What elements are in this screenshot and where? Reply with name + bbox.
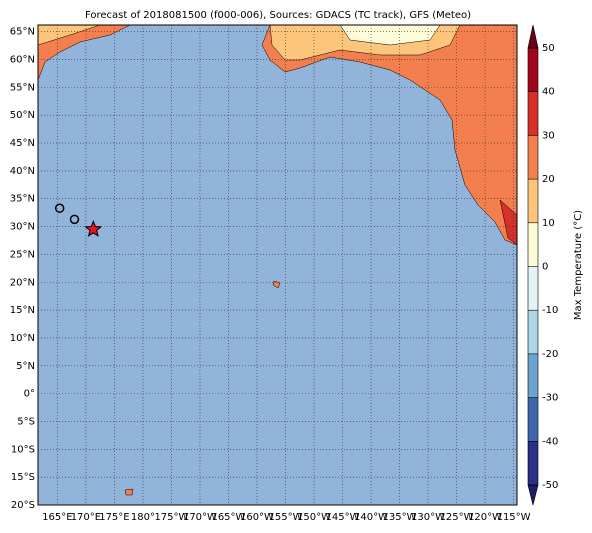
y-tick-label: 5°N <box>16 361 35 372</box>
y-tick-label: 30°N <box>10 222 35 233</box>
colorbar-tick-label: -50 <box>542 480 558 491</box>
track-current <box>84 220 103 237</box>
x-tick-label: 145°W <box>326 512 360 523</box>
y-tick-label: 45°N <box>10 138 35 149</box>
colorbar-tick-label: -10 <box>542 305 558 316</box>
y-tick-label: 15°S <box>11 472 35 483</box>
y-tick-label: 60°N <box>10 55 35 66</box>
colorbar-bin <box>528 91 538 136</box>
x-tick-label: 175°E <box>99 512 129 523</box>
colorbar-bin <box>528 222 538 267</box>
colorbar-bin <box>528 441 538 485</box>
x-tick-label: 140°W <box>354 512 388 523</box>
x-tick-label: 135°W <box>383 512 417 523</box>
x-tick-label: 125°W <box>440 512 474 523</box>
x-tick-label: 115°W <box>497 512 531 523</box>
colorbar-label: Max Temperature (°C) <box>573 210 584 320</box>
map-frame <box>37 24 518 506</box>
colorbar-tick-label: 40 <box>542 87 555 98</box>
x-tick-label: 120°W <box>468 512 502 523</box>
x-tick-label: 150°W <box>297 512 331 523</box>
colorbar-bin <box>528 310 538 354</box>
colorbar-over <box>527 24 539 49</box>
x-tick-label: 170°W <box>183 512 217 523</box>
y-tick-label: 5°S <box>17 416 35 427</box>
y-tick-label: 20°N <box>10 277 35 288</box>
colorbar-tick-label: -30 <box>542 393 558 404</box>
x-tick-label: 165°E <box>42 512 72 523</box>
colorbar-bin <box>528 397 538 442</box>
x-tick-label: 175°W <box>154 512 188 523</box>
track-point <box>69 214 80 225</box>
colorbar-tick-label: -20 <box>542 349 558 360</box>
x-tick-label: 170°E <box>71 512 101 523</box>
chart-title: Forecast of 2018081500 (f000-006), Sourc… <box>85 10 471 21</box>
colorbar-bin <box>528 48 538 92</box>
x-tick-label: 130°W <box>411 512 445 523</box>
x-tick-label: 160°W <box>240 512 274 523</box>
y-tick-label: 65°N <box>10 27 35 38</box>
ocean <box>38 25 517 505</box>
colorbar-bin <box>528 353 538 398</box>
y-tick-label: 0° <box>24 389 35 400</box>
colorbar-tick-label: -40 <box>542 436 558 447</box>
y-tick-label: 15°N <box>10 305 35 316</box>
colorbar-under <box>527 484 539 506</box>
x-tick-label: 155°W <box>268 512 302 523</box>
y-tick-label: 10°N <box>10 333 35 344</box>
y-tick-label: 20°S <box>11 500 35 511</box>
colorbar-tick-label: 30 <box>542 130 555 141</box>
y-tick-label: 10°S <box>11 444 35 455</box>
y-tick-label: 25°N <box>10 249 35 260</box>
colorbar-tick-label: 10 <box>542 218 555 229</box>
colorbar-bin <box>528 266 538 311</box>
y-tick-label: 40°N <box>10 166 35 177</box>
y-tick-label: 50°N <box>10 110 35 121</box>
track-point <box>54 203 65 213</box>
x-tick-label: 180° <box>131 512 155 523</box>
colorbar-tick-label: 0 <box>542 262 548 273</box>
x-tick-label: 165°W <box>211 512 245 523</box>
colorbar-tick-label: 20 <box>542 174 555 185</box>
y-tick-label: 35°N <box>10 194 35 205</box>
colorbar-tick-label: 50 <box>542 43 555 54</box>
colorbar-bin <box>528 179 538 223</box>
y-tick-label: 55°N <box>10 82 35 93</box>
colorbar-bin <box>528 135 538 180</box>
